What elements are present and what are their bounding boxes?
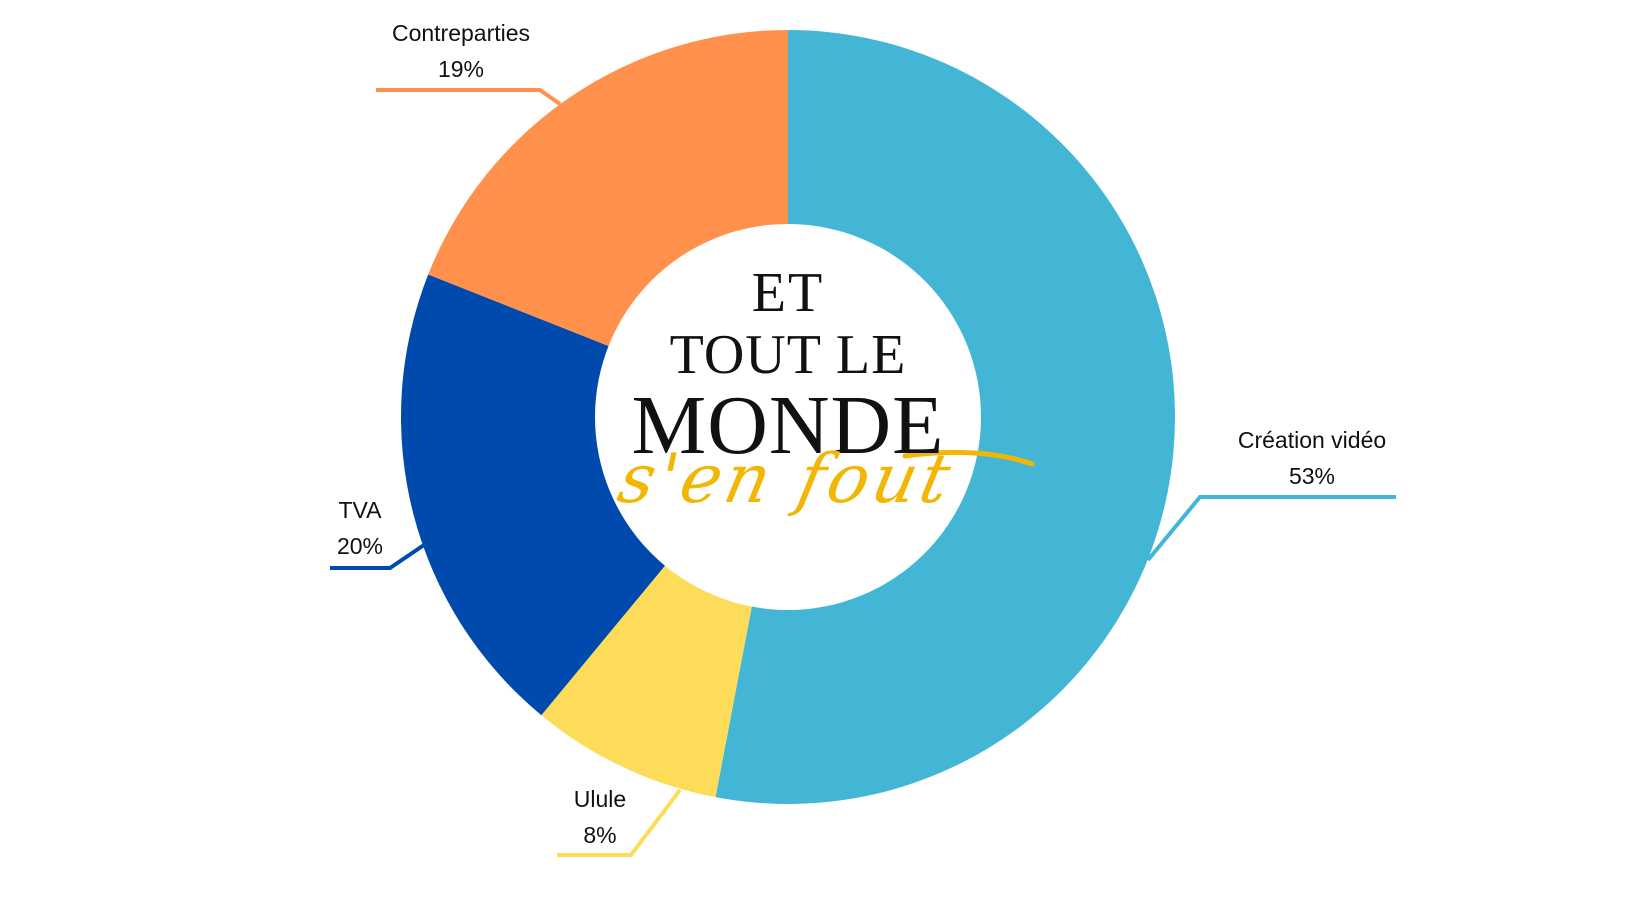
label-contreparties: Contreparties 19% (341, 15, 581, 87)
label-tva: TVA 20% (240, 492, 480, 564)
label-creation-video: Création vidéo 53% (1192, 422, 1432, 494)
logo-line-3: MONDE (631, 379, 945, 472)
leader-line-contreparties (376, 88, 562, 106)
label-name: Contreparties (391, 20, 531, 46)
logo-line-1: ET (751, 262, 825, 324)
label-ulule: Ulule 8% (480, 781, 720, 853)
leader-line-creation-video (1146, 495, 1396, 562)
label-value: 19% (437, 56, 485, 82)
logo-script-text: s'en fout (611, 440, 961, 519)
label-value: 8% (583, 822, 617, 848)
donut-hole (595, 224, 981, 610)
label-value: 53% (1288, 463, 1336, 489)
label-name: Création vidéo (1237, 427, 1387, 453)
logo-line-2: TOUT LE (669, 324, 907, 386)
label-name: Ulule (573, 786, 627, 812)
leader-line-tva (330, 543, 426, 570)
center-logo-title: ET TOUT LE MONDE (598, 262, 978, 472)
leader-line-ulule (557, 788, 682, 857)
label-name: TVA (338, 497, 382, 523)
label-value: 20% (336, 533, 384, 559)
script-swoosh (902, 449, 1035, 467)
